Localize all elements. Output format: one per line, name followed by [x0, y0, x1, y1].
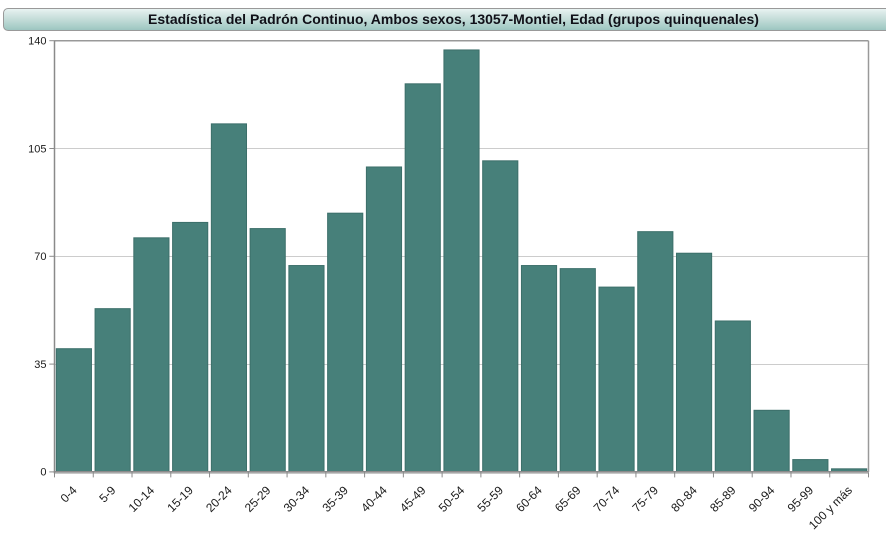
svg-text:50-54: 50-54 [436, 483, 468, 515]
svg-text:90-94: 90-94 [746, 483, 778, 515]
svg-text:25-29: 25-29 [242, 483, 274, 515]
svg-text:5-9: 5-9 [96, 483, 118, 505]
svg-text:15-19: 15-19 [164, 483, 196, 515]
svg-text:30-34: 30-34 [281, 483, 313, 515]
svg-text:0: 0 [40, 467, 46, 479]
svg-text:80-84: 80-84 [668, 483, 700, 515]
svg-text:70-74: 70-74 [591, 483, 623, 515]
svg-text:70: 70 [34, 251, 46, 263]
svg-text:0-4: 0-4 [58, 483, 80, 505]
svg-text:35: 35 [34, 359, 46, 371]
svg-text:60-64: 60-64 [513, 483, 545, 515]
svg-text:20-24: 20-24 [203, 483, 235, 515]
svg-text:85-89: 85-89 [707, 483, 739, 515]
svg-text:95-99: 95-99 [785, 483, 817, 515]
svg-text:45-49: 45-49 [397, 483, 429, 515]
svg-text:55-59: 55-59 [474, 483, 506, 515]
svg-text:105: 105 [28, 143, 46, 155]
svg-text:75-79: 75-79 [630, 483, 662, 515]
svg-text:65-69: 65-69 [552, 483, 584, 515]
svg-text:35-39: 35-39 [319, 483, 351, 515]
svg-text:140: 140 [28, 36, 46, 48]
svg-text:40-44: 40-44 [358, 483, 390, 515]
svg-text:10-14: 10-14 [126, 483, 158, 515]
